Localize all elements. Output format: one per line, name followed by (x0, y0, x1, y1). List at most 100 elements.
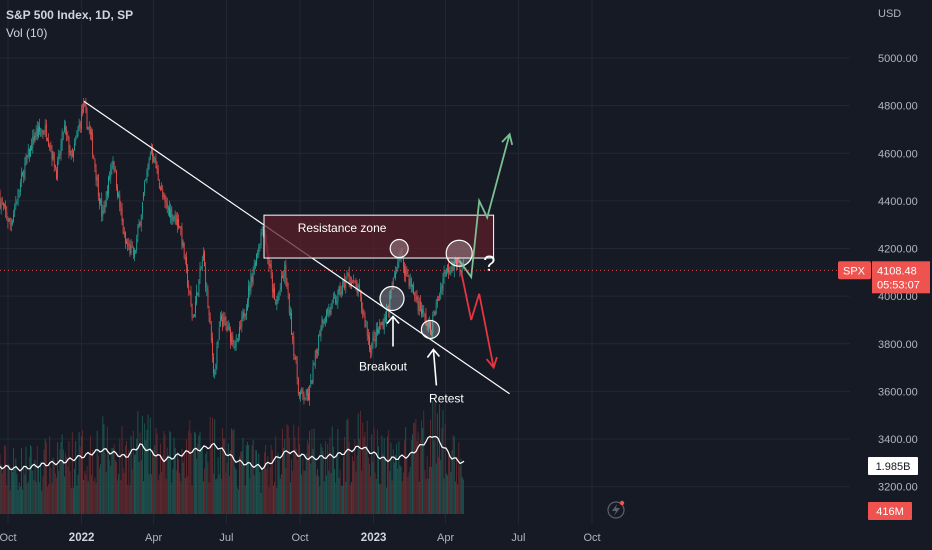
candle-body (378, 330, 379, 333)
time-tick-label: 2023 (361, 532, 387, 544)
candle-body (66, 129, 68, 136)
candle-body (118, 193, 120, 198)
candle-body (295, 357, 297, 361)
candle-body (314, 351, 316, 362)
volume-bar (176, 451, 178, 514)
candle-body (91, 131, 92, 135)
bearish-scenario-arrow[interactable] (459, 269, 495, 368)
volume-bar (13, 447, 15, 514)
time-tick-label: Oct (0, 532, 17, 544)
volume-bar (180, 481, 182, 514)
candle-body (398, 259, 400, 264)
volume-bar (137, 411, 139, 514)
volume-bar (79, 446, 81, 514)
candle-body (53, 153, 55, 168)
bullish-scenario-arrow[interactable] (458, 133, 511, 280)
volume-bar (254, 449, 256, 514)
volume-bar (282, 428, 283, 514)
candle-body (252, 272, 254, 282)
time-axis[interactable]: Oct 2022 Apr Jul Oct 2023 Apr Jul Oct (0, 532, 601, 544)
volume-bar (193, 431, 195, 514)
volume-bar (66, 457, 68, 514)
volume-bar (341, 485, 343, 514)
volume-bar (74, 468, 76, 514)
candle-body (319, 333, 321, 336)
volume-bar (286, 424, 288, 514)
volume-bar (301, 474, 303, 514)
candle-body (42, 131, 44, 134)
volume-bar (24, 474, 26, 514)
candle-body (345, 281, 347, 288)
candle-body (363, 313, 365, 315)
candle-body (183, 242, 185, 259)
volume-bar (65, 453, 66, 514)
volume-bar (315, 474, 317, 514)
candle-body (242, 312, 244, 319)
volume-bar (283, 448, 285, 514)
volume-bar (121, 425, 123, 514)
volume-bar (140, 460, 142, 514)
price-axis[interactable]: USD 5000.00 4800.00 4600.00 4400.00 4200.00 40… (878, 8, 918, 494)
volume-bar (124, 445, 126, 514)
candle-body (26, 155, 28, 158)
currency-label: USD (878, 8, 901, 20)
candle-body (212, 338, 213, 356)
volume-bar (299, 443, 300, 514)
candle-body (148, 157, 150, 164)
volume-bar (382, 453, 384, 514)
volume-bar (82, 430, 83, 514)
candle-body (436, 298, 438, 304)
bar-countdown-text: 05:53:07 (877, 279, 920, 291)
candle-body (90, 129, 91, 133)
volume-bar (163, 431, 165, 514)
volume-bar (149, 417, 151, 514)
volume-bar (296, 459, 298, 514)
candle-body (291, 312, 292, 336)
candle-body (425, 314, 427, 325)
candle-body (391, 287, 393, 290)
volume-bar (396, 443, 398, 514)
volume-bar (292, 470, 294, 514)
volume-indicator-label[interactable]: Vol (10) (6, 26, 48, 40)
volume-ma-tag-text: 1.985B (876, 461, 911, 473)
volume-bar (144, 423, 146, 514)
resistance-zone[interactable] (263, 214, 495, 259)
volume-bar (380, 483, 382, 514)
candle-body (189, 290, 191, 293)
chart-legend[interactable]: S&P 500 Index, 1D, SP Vol (10) (6, 6, 133, 42)
candle-body (43, 133, 45, 135)
candle-body (277, 295, 279, 302)
volume-bar (128, 449, 130, 514)
symbol-tag (838, 261, 871, 280)
volume-bar (251, 445, 253, 514)
volume-bar (135, 453, 137, 514)
candle-body (417, 299, 419, 311)
volume-bar (291, 459, 292, 514)
volume-bar (44, 439, 46, 514)
candle-body (234, 346, 236, 349)
candle-body (313, 363, 315, 366)
lightning-icon[interactable] (607, 501, 625, 519)
candle-body (447, 264, 448, 272)
candle-body (300, 392, 301, 397)
volume-bar (16, 474, 18, 514)
volume-bar (303, 470, 305, 514)
volume-bar (8, 464, 10, 514)
candle-body (261, 229, 263, 231)
volume-bar (21, 448, 22, 514)
candle-body (301, 389, 303, 394)
volume-bar (241, 451, 243, 514)
volume-bar (384, 457, 386, 514)
volume-bar (331, 426, 333, 514)
candle-body (50, 146, 52, 150)
candle-body (278, 291, 280, 294)
volume-bar (352, 456, 354, 514)
candle-body (149, 154, 151, 157)
volume-bar (221, 479, 222, 514)
volume-bar (56, 477, 57, 514)
symbol-title[interactable]: S&P 500 Index, 1D, SP (6, 8, 134, 22)
volume-bar (320, 443, 322, 514)
volume-bar (454, 481, 456, 514)
